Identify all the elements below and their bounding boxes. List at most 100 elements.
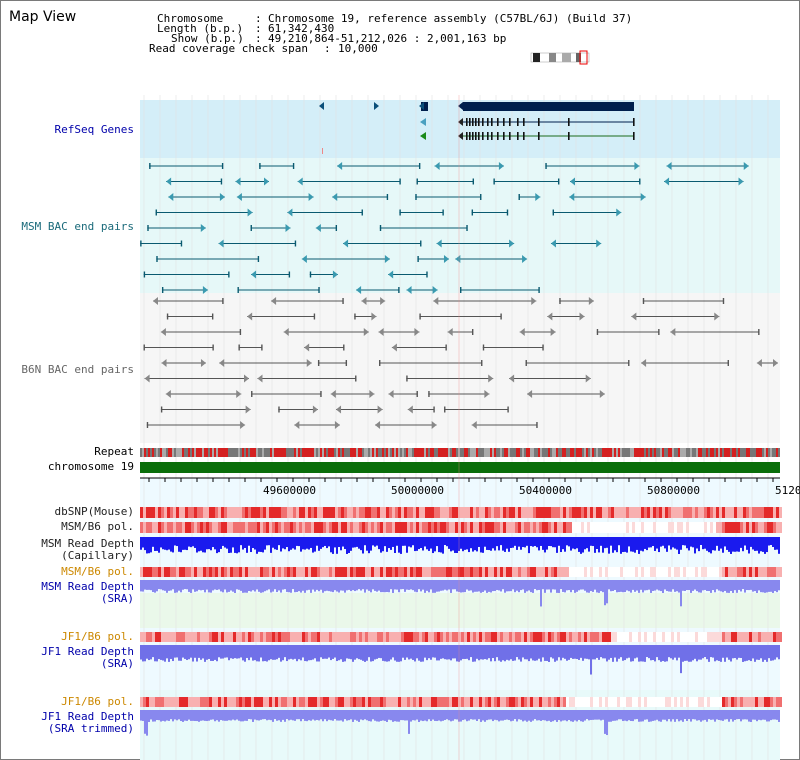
depth-bar bbox=[364, 537, 366, 546]
depth-bar bbox=[618, 537, 620, 546]
depth-bar bbox=[608, 537, 610, 554]
repeat-segment bbox=[756, 448, 758, 457]
heat-cell bbox=[203, 567, 206, 577]
depth-bar bbox=[356, 580, 358, 591]
heat-cell bbox=[617, 567, 620, 577]
repeat-segment bbox=[658, 448, 660, 457]
heat-cell bbox=[575, 522, 578, 533]
exon bbox=[523, 118, 525, 126]
heat-cell bbox=[482, 632, 485, 642]
msm-bac-label[interactable]: MSM BAC end pairs bbox=[21, 220, 134, 233]
depth-bar bbox=[284, 580, 286, 590]
depth-bar bbox=[680, 537, 682, 550]
heat-cell bbox=[182, 567, 185, 577]
heat-cell bbox=[209, 697, 212, 707]
depth-bar bbox=[358, 645, 360, 660]
depth-bar bbox=[634, 537, 636, 553]
heat-cell bbox=[743, 522, 746, 533]
depth-bar bbox=[712, 645, 714, 658]
depth-bar bbox=[356, 710, 358, 721]
heat-cell bbox=[209, 567, 212, 577]
heat-cell bbox=[458, 697, 461, 707]
depth-bar bbox=[700, 580, 702, 593]
heat-cell bbox=[494, 522, 497, 533]
exon bbox=[633, 132, 635, 140]
heat-cell bbox=[656, 522, 659, 533]
heat-cell bbox=[209, 507, 212, 518]
depth-bar bbox=[182, 580, 184, 590]
depth-bar bbox=[606, 645, 608, 662]
depth-bar bbox=[366, 580, 368, 590]
heat-cell bbox=[434, 522, 437, 533]
depth-bar bbox=[692, 580, 694, 591]
msm-b6-pol-label-2: MSM/B6 pol. bbox=[61, 565, 134, 578]
depth-bar bbox=[564, 537, 566, 552]
depth-bar bbox=[592, 710, 594, 720]
b6n-pair-end bbox=[312, 405, 318, 414]
b6n-pair-end bbox=[628, 360, 630, 366]
repeat-segment bbox=[262, 448, 264, 457]
chromosome-ideogram[interactable] bbox=[530, 50, 590, 65]
b6n-pair-end bbox=[166, 313, 169, 320]
depth-bar bbox=[768, 537, 770, 546]
exon bbox=[487, 118, 489, 126]
heat-cell bbox=[344, 632, 347, 642]
depth-bar bbox=[328, 580, 330, 592]
heat-cell bbox=[194, 522, 197, 533]
heat-cell bbox=[239, 697, 242, 707]
b6n-pair-end bbox=[525, 360, 527, 366]
heat-cell bbox=[701, 567, 704, 577]
repeat-segment bbox=[462, 448, 464, 457]
repeat-segment bbox=[288, 448, 290, 457]
heat-cell bbox=[425, 697, 428, 707]
b6n-bac-label[interactable]: B6N BAC end pairs bbox=[21, 363, 134, 376]
depth-bar bbox=[296, 645, 298, 662]
depth-bar bbox=[294, 537, 296, 550]
chromosome-bar[interactable] bbox=[140, 462, 780, 473]
repeat-segment bbox=[538, 448, 540, 457]
heat-cell bbox=[263, 522, 266, 533]
heat-cell bbox=[428, 632, 431, 642]
heat-cell bbox=[641, 632, 644, 642]
repeat-segment bbox=[700, 448, 702, 457]
depth-bar bbox=[568, 645, 570, 660]
depth-bar bbox=[226, 537, 228, 549]
heat-cell bbox=[680, 697, 683, 707]
refseq-label[interactable]: RefSeq Genes bbox=[54, 123, 134, 136]
heat-cell bbox=[275, 522, 278, 533]
depth-bar bbox=[190, 580, 192, 593]
heat-cell bbox=[680, 567, 683, 577]
depth-bar bbox=[334, 580, 336, 591]
heat-cell bbox=[779, 632, 782, 642]
heat-cell bbox=[197, 567, 200, 577]
repeat-segment bbox=[716, 448, 718, 457]
heat-cell bbox=[647, 507, 650, 518]
depth-bar bbox=[284, 645, 286, 658]
b6n-pair-end bbox=[160, 406, 163, 413]
depth-bar bbox=[374, 645, 376, 660]
heat-cell bbox=[653, 567, 656, 577]
depth-bar bbox=[272, 580, 274, 592]
repeat-segment bbox=[698, 448, 700, 457]
heat-cell bbox=[164, 632, 167, 642]
depth-bar bbox=[556, 710, 558, 722]
heat-cell bbox=[353, 522, 356, 533]
axis-tick-label: 5120 bbox=[775, 484, 800, 497]
depth-bar bbox=[714, 645, 716, 662]
msm-pair-end bbox=[161, 287, 164, 293]
heat-cell bbox=[518, 507, 521, 518]
heat-cell bbox=[173, 697, 176, 707]
depth-bar bbox=[470, 645, 472, 658]
heat-cell bbox=[221, 522, 224, 533]
heat-cell bbox=[359, 522, 362, 533]
heat-cell bbox=[491, 507, 494, 518]
depth-bar bbox=[642, 537, 644, 552]
depth-bar bbox=[656, 580, 658, 590]
depth-bar bbox=[686, 710, 688, 721]
repeat-segment bbox=[156, 448, 158, 457]
heat-cell bbox=[158, 567, 161, 577]
repeat-segment bbox=[572, 448, 574, 457]
heat-cell bbox=[665, 507, 668, 518]
depth-bar bbox=[648, 645, 650, 659]
heat-cell bbox=[278, 567, 281, 577]
